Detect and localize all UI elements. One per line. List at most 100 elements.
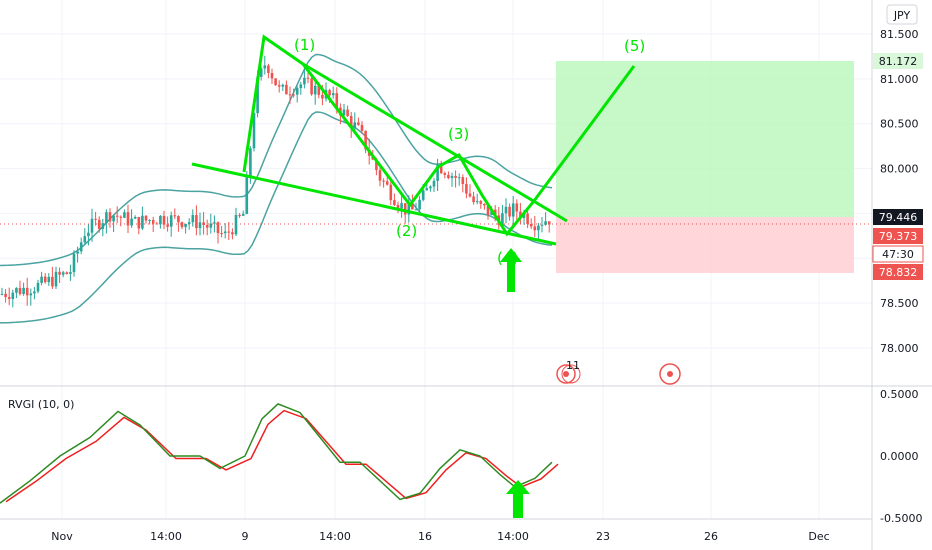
entry-price-badge (873, 228, 923, 244)
time-tick-label: 9 (242, 530, 249, 543)
candle-body (234, 214, 238, 235)
candle-body (432, 180, 436, 187)
time-tick-label: 14:00 (319, 530, 351, 543)
candle-body (72, 253, 76, 273)
candle-body (547, 221, 551, 225)
rvgi-line (0, 403, 553, 504)
candle-body (241, 213, 245, 216)
candle-body (259, 68, 263, 77)
currency-label: JPY (893, 9, 911, 22)
candle-body (108, 212, 112, 222)
candle-body (33, 291, 36, 294)
rvgi-lines (0, 403, 559, 504)
candle-body (130, 218, 133, 226)
candle-body (360, 124, 364, 131)
candle-body (357, 122, 360, 125)
candle-body (202, 222, 205, 226)
indicator-tick-label: 0.5000 (880, 388, 919, 401)
candle-body (364, 130, 367, 150)
candle-body (526, 213, 529, 225)
candle-body (137, 217, 141, 229)
candle-body (511, 203, 515, 217)
indicator-title: RVGI (10, 0) (8, 398, 74, 411)
candle-body (274, 78, 277, 86)
candle-body (4, 293, 7, 298)
candle-body (317, 85, 321, 95)
candle-body (231, 232, 234, 235)
envelope-bands (0, 53, 553, 324)
candle-body (249, 148, 252, 177)
event-marker-icon[interactable] (659, 363, 681, 385)
price-tick-label: 81.000 (880, 73, 919, 86)
candle-body (306, 77, 310, 79)
candle-body (0, 293, 4, 295)
candle-body (414, 209, 418, 211)
candle-body (544, 221, 547, 225)
candle-body (123, 212, 126, 218)
candle-body (162, 215, 166, 225)
candle-body (353, 122, 357, 128)
candle-body (519, 211, 522, 218)
candle-body (252, 113, 256, 149)
candle-body (328, 90, 331, 96)
candle-body (133, 217, 137, 219)
candle-body (378, 170, 382, 181)
candle-body (97, 219, 101, 229)
candle-body (148, 219, 151, 221)
candle-body (281, 84, 285, 87)
candle-body (407, 204, 411, 215)
candle-body (529, 224, 533, 227)
wave-label-5: (5) (624, 37, 645, 55)
candle-body (205, 225, 209, 228)
candle-body (515, 203, 519, 212)
time-tick-label: 14:00 (150, 530, 182, 543)
candle-body (47, 276, 51, 283)
wave-path (242, 34, 636, 237)
candle-body (36, 282, 40, 292)
price-tick-label: 80.000 (880, 163, 919, 176)
countdown-label: 47:30 (882, 248, 914, 261)
candle-body (310, 78, 313, 95)
candle-body (389, 184, 393, 201)
price-tick-label: 80.500 (880, 118, 919, 131)
candle-body (119, 216, 123, 218)
stop-zone (556, 217, 854, 273)
candle-body (90, 218, 94, 233)
candle-body (313, 85, 317, 95)
candle-body (198, 222, 202, 229)
candle-body (349, 116, 353, 128)
up-arrow-icon (500, 248, 522, 292)
candle-body (342, 109, 346, 116)
candle-body (267, 65, 270, 73)
candle-body (508, 206, 511, 217)
candle-body (501, 213, 504, 226)
candle-body (468, 193, 472, 197)
candle-body (141, 215, 144, 229)
candle-body (400, 203, 403, 209)
indicator-tick-labels: 0.5000 0.0000 -0.5000 (880, 388, 922, 525)
candle-body (411, 204, 414, 210)
candle-body (483, 203, 486, 206)
candle-body (169, 215, 173, 227)
upper-band (0, 53, 553, 267)
currency-box[interactable] (886, 4, 918, 25)
candle-body (295, 88, 299, 95)
stop-price-badge (873, 264, 923, 280)
candle-body (18, 287, 22, 294)
candle-body (263, 65, 267, 69)
candle-body (166, 224, 169, 227)
event-marker-icon[interactable] (556, 364, 581, 384)
wave-label-2: (2) (396, 222, 417, 240)
candle-body (83, 236, 87, 243)
time-tick-label: 14:00 (497, 530, 529, 543)
lower-trendline (191, 162, 557, 246)
candle-body (421, 190, 425, 200)
candle-body (76, 251, 79, 254)
candle-body (299, 84, 303, 89)
rvgi-signal-line (5, 409, 559, 503)
candle-body (382, 180, 385, 182)
candle-body (112, 215, 115, 222)
candle-body (43, 276, 47, 283)
candle-body (61, 272, 65, 275)
